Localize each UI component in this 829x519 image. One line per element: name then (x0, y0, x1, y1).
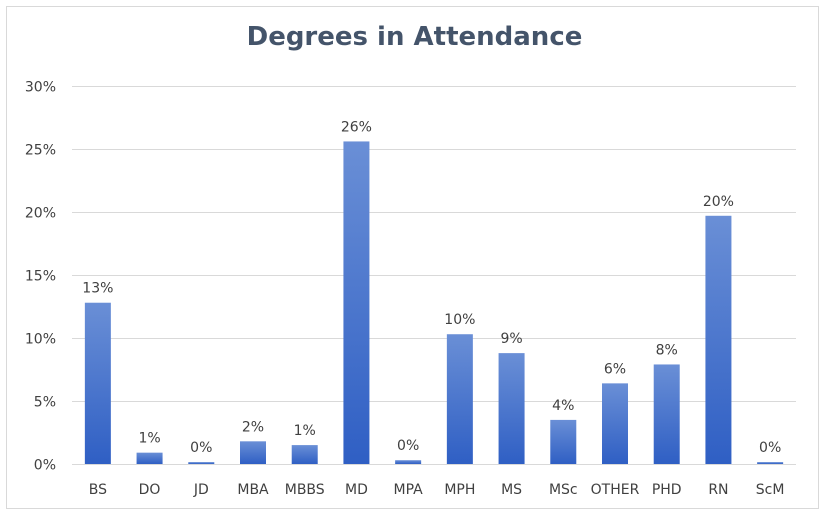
bar-do (136, 452, 163, 464)
x-tick-label: MS (501, 482, 522, 498)
x-tick-label: MBA (237, 482, 269, 498)
y-axis-ticks: 0% 5% 10% 15% 20% 25% 30% (25, 80, 56, 474)
y-tick-label: 15% (25, 269, 56, 285)
bar-mba (240, 441, 266, 464)
x-tick-label: DO (139, 482, 161, 498)
bar-phd (653, 364, 680, 464)
x-tick-label: MBBS (285, 482, 325, 498)
x-tick-label: MPA (394, 482, 424, 498)
data-label: 4% (552, 398, 574, 414)
bar-other (602, 383, 628, 464)
data-label: 9% (500, 331, 522, 347)
data-label: 2% (242, 419, 264, 435)
data-label: 0% (759, 440, 781, 456)
bar-msc (550, 419, 577, 464)
bar-mpa (395, 460, 422, 464)
data-label: 0% (190, 440, 212, 456)
bars (84, 141, 784, 464)
data-label: 1% (138, 431, 160, 447)
data-label: 1% (294, 423, 316, 439)
data-label: 0% (397, 438, 419, 454)
x-tick-label: ScM (756, 482, 785, 498)
x-tick-label: MD (345, 482, 368, 498)
chart-frame (6, 6, 819, 509)
y-tick-label: 0% (34, 458, 56, 474)
y-tick-label: 5% (34, 395, 56, 411)
y-tick-label: 25% (25, 143, 56, 159)
data-label: 6% (604, 361, 626, 377)
bar-jd (188, 462, 215, 464)
x-tick-label: OTHER (591, 482, 640, 498)
data-label: 20% (703, 194, 734, 210)
x-tick-label: MPH (444, 482, 475, 498)
x-tick-label: PHD (652, 482, 682, 498)
y-tick-label: 20% (25, 206, 56, 222)
bar-mbbs (291, 445, 318, 464)
bar-scm (757, 462, 784, 464)
data-label: 26% (341, 119, 372, 135)
data-label: 13% (82, 281, 113, 297)
data-label: 10% (444, 312, 475, 328)
y-tick-label: 10% (25, 332, 56, 348)
data-labels: 13% 1% 0% 2% 1% 26% 0% 10% 9% 4% 6% 8% 20% 0% (82, 119, 781, 456)
x-tick-label: JD (193, 482, 209, 498)
data-label: 8% (656, 342, 678, 358)
bar-md (343, 141, 370, 464)
x-tick-label: RN (708, 482, 728, 498)
bar-ms (498, 353, 525, 464)
x-tick-label: MSc (549, 482, 578, 498)
x-axis-ticks: BS DO JD MBA MBBS MD MPA MPH MS MSc OTHER PHD RN ScM (89, 482, 785, 498)
bar-rn (705, 215, 732, 464)
y-tick-label: 30% (25, 80, 56, 96)
gridlines (72, 86, 796, 465)
bar-mph (446, 334, 473, 464)
chart-title: Degrees in Attendance (246, 22, 583, 52)
bar-bs (84, 302, 111, 464)
x-tick-label: BS (89, 482, 107, 498)
